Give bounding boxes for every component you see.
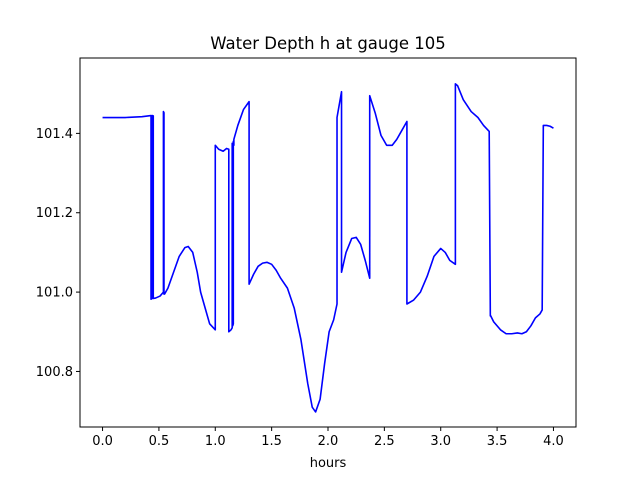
axis-ticks: 0.0 0.5 1.0 1.5 2.0 2.5 3.0 3.5 4.0 100.8 101.0 101… [36, 127, 564, 449]
y-tick-label: 101.4 [36, 127, 73, 142]
x-tick-label: 3.5 [487, 434, 508, 449]
x-tick-label: 2.5 [374, 434, 395, 449]
y-tick-label: 101.2 [36, 206, 73, 221]
x-tick-label: 0.0 [92, 434, 113, 449]
x-axis-label: hours [310, 456, 347, 471]
axes-frame [79, 57, 577, 428]
plot-area [102, 82, 554, 413]
x-tick-label: 4.0 [543, 434, 564, 449]
y-tick-label: 101.0 [36, 286, 73, 301]
x-tick-label: 3.0 [430, 434, 451, 449]
y-tick-label: 100.8 [36, 365, 73, 380]
x-tick-label: 0.5 [149, 434, 170, 449]
x-tick-label: 1.0 [205, 434, 226, 449]
x-tick-label: 1.5 [261, 434, 282, 449]
series-line-0 [102, 82, 554, 413]
chart-title: Water Depth h at gauge 105 [210, 34, 445, 53]
x-tick-label: 2.0 [318, 434, 339, 449]
